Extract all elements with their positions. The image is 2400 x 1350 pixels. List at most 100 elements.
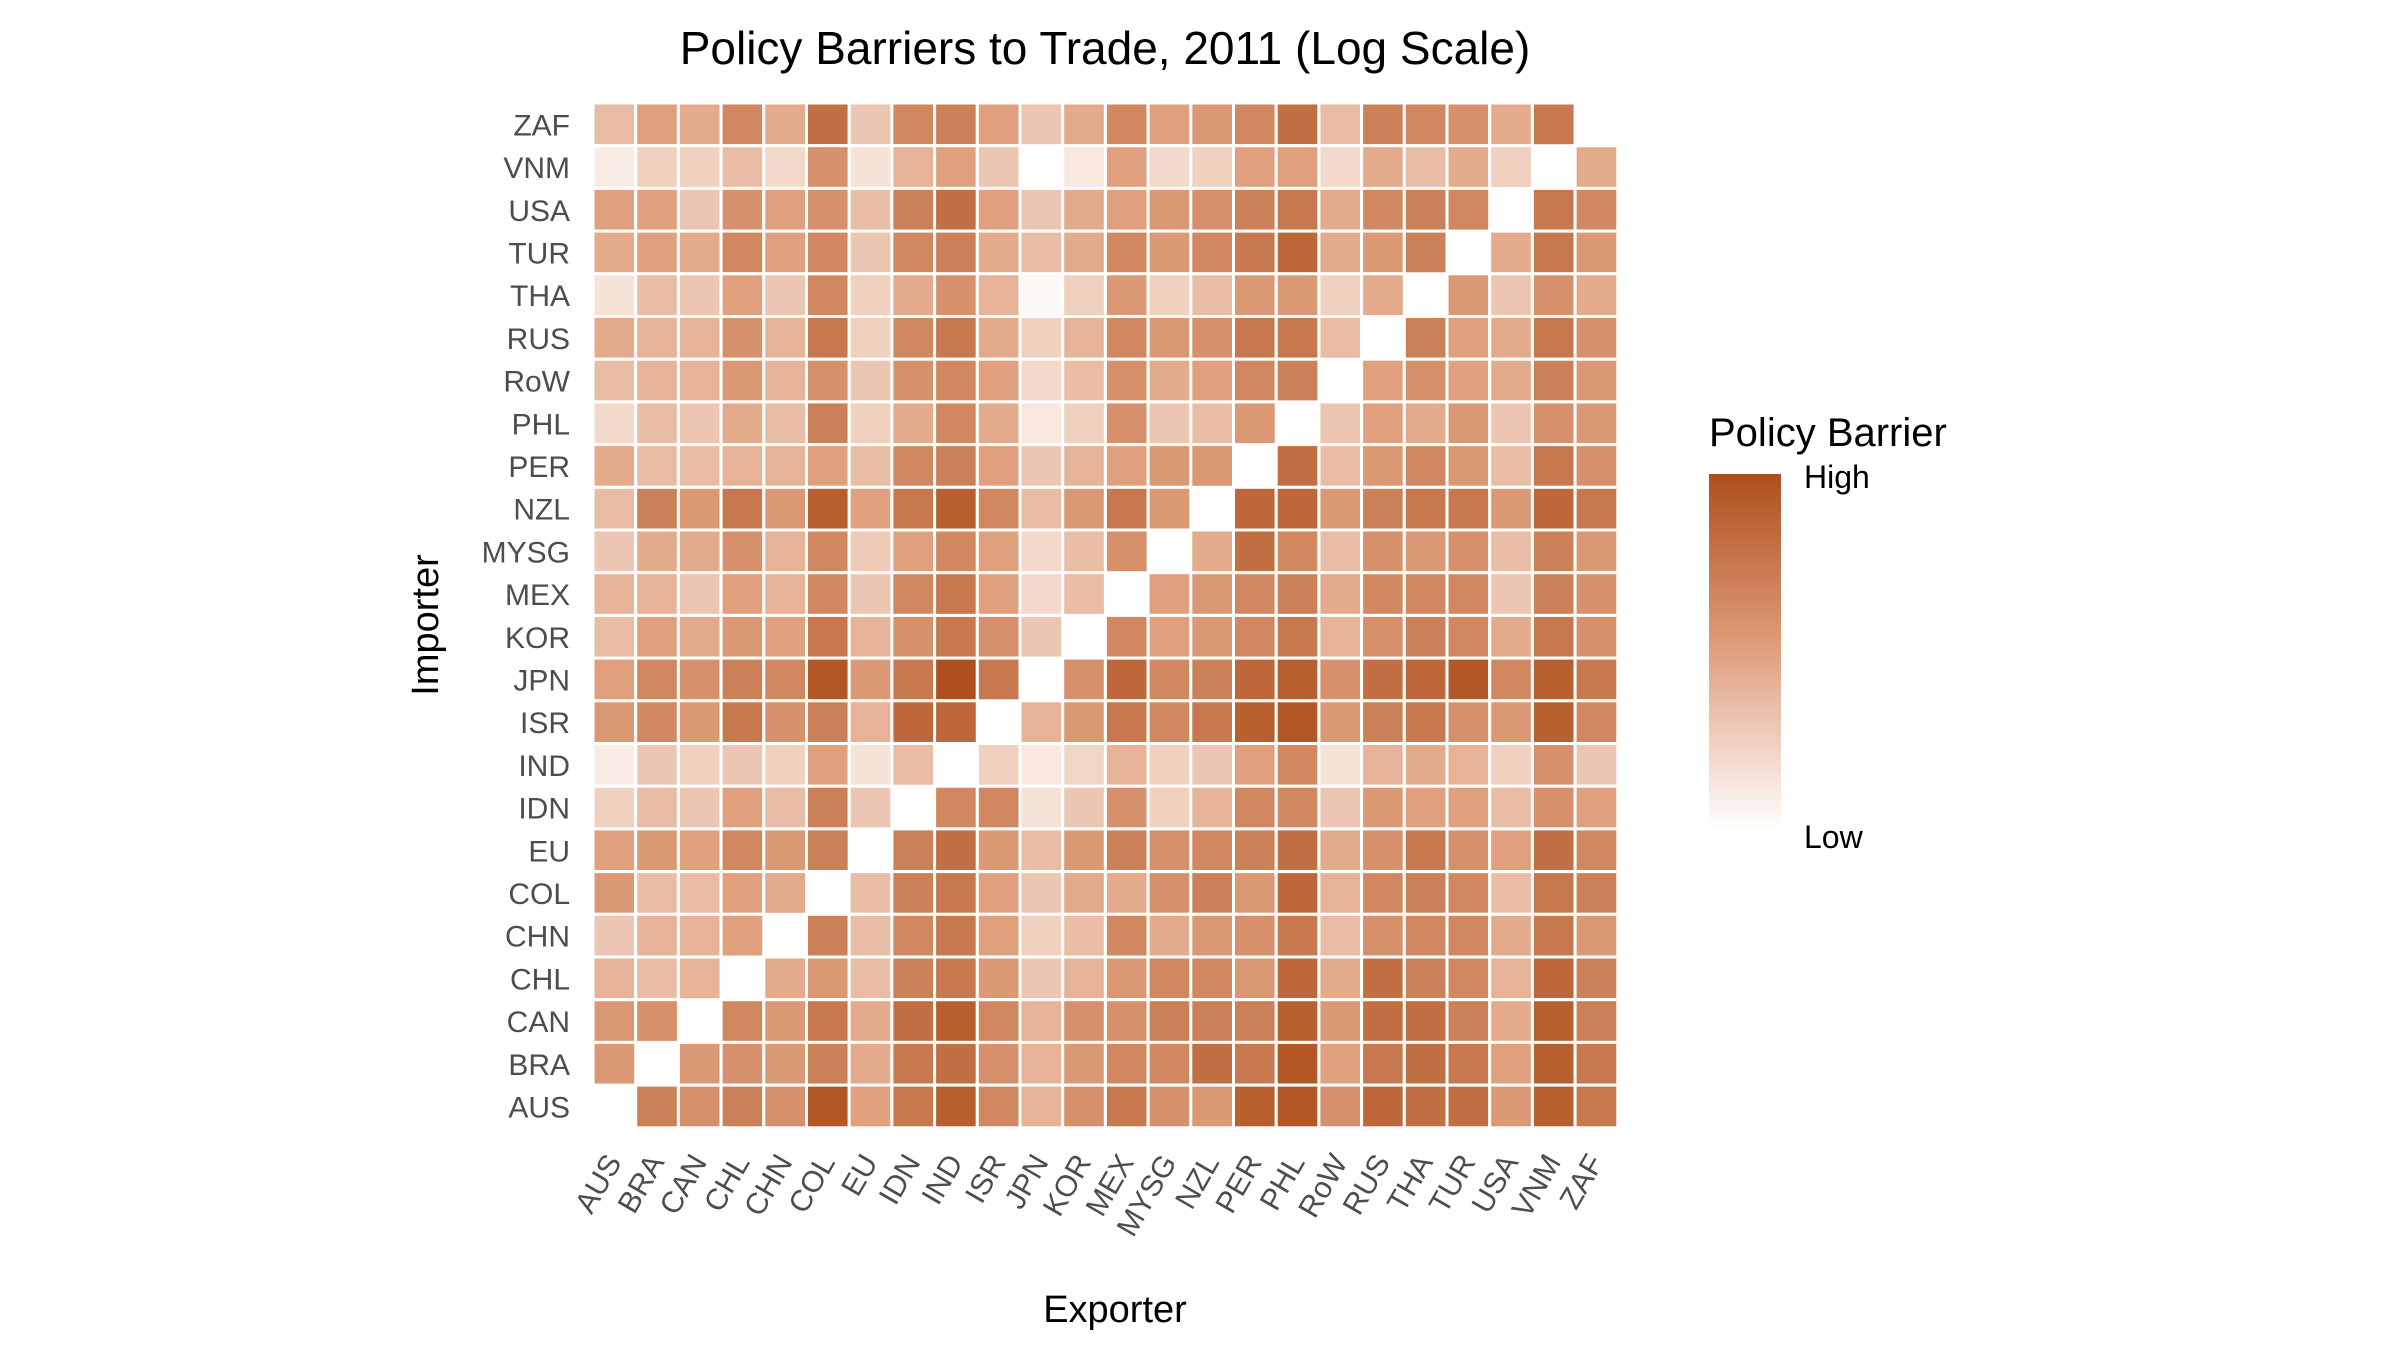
heatmap-cell-KOR-PER: [1232, 613, 1278, 660]
heatmap-cell-NZL-COL: [805, 485, 851, 532]
heatmap-cell-ZAF-MYSG: [1146, 101, 1193, 148]
heatmap-cell-THA-RoW: [1317, 272, 1364, 318]
heatmap-cell-KOR-EU: [847, 613, 894, 660]
heatmap-cell-THA-PHL: [1274, 272, 1321, 318]
y-tick-label: MYSG: [482, 536, 570, 569]
heatmap-cell-NZL-KOR: [1061, 485, 1107, 532]
y-tick-label: ISR: [520, 707, 570, 740]
heatmap-cell-PER-MYSG: [1146, 443, 1193, 489]
heatmap-cell-MYSG-PER: [1232, 528, 1278, 575]
heatmap-cell-ISR-KOR: [1061, 699, 1107, 745]
heatmap-cell-PER-EU: [847, 443, 894, 489]
heatmap-cell-RoW-JPN: [1018, 357, 1065, 404]
heatmap-cell-TUR-ISR: [975, 229, 1022, 276]
heatmap-cell-EU-MYSG: [1146, 827, 1193, 874]
heatmap-cell-BRA-KOR: [1061, 1040, 1107, 1087]
x-tick-label: CAN: [654, 1149, 714, 1220]
heatmap-cell-MEX-VNM: [1530, 571, 1577, 617]
heatmap-cell-ISR-CHL: [719, 699, 766, 745]
heatmap-cell-COL-PHL: [1274, 870, 1321, 916]
heatmap-cell-VNM-PER: [1232, 144, 1278, 190]
heatmap-cell-COL-EU: [847, 870, 894, 916]
chart-title: Policy Barriers to Trade, 2011 (Log Scal…: [680, 22, 1531, 74]
heatmap-cell-CHL-ZAF: [1573, 955, 1620, 1002]
heatmap-cell-AUS-NZL: [1189, 1083, 1236, 1130]
heatmap-cell-CHL-IND: [933, 955, 979, 1002]
heatmap-cell-ISR-TUR: [1445, 699, 1492, 745]
heatmap-cell-NZL-TUR: [1445, 485, 1492, 532]
heatmap-cell-EU-USA: [1488, 827, 1534, 874]
heatmap-cell-JPN-USA: [1488, 656, 1534, 703]
heatmap-cell-KOR-IND: [933, 613, 979, 660]
heatmap-cell-THA-ZAF: [1573, 272, 1620, 318]
heatmap-cell-AUS-TUR: [1445, 1083, 1492, 1130]
heatmap-cell-PHL-TUR: [1445, 400, 1492, 447]
heatmap-cell-THA-EU: [847, 272, 894, 318]
y-tick-label: RUS: [507, 323, 570, 356]
x-tick-label: CHN: [738, 1149, 799, 1222]
heatmap-cell-IND-CHN: [762, 742, 808, 788]
heatmap-cell-IND-RUS: [1360, 742, 1406, 788]
heatmap-cell-BRA-ISR: [975, 1040, 1022, 1087]
heatmap-cell-RUS-ZAF: [1573, 315, 1620, 361]
heatmap-cell-TUR-IDN: [890, 229, 937, 276]
heatmap-cell-RoW-PHL: [1274, 357, 1321, 404]
heatmap-cell-PHL-AUS: [591, 400, 638, 447]
heatmap-cell-JPN-COL: [805, 656, 851, 703]
heatmap-cell-CAN-PER: [1232, 998, 1278, 1044]
heatmap-cell-ZAF-NZL: [1189, 101, 1236, 148]
heatmap-cell-EU-COL: [805, 827, 851, 874]
heatmap-cell-VNM-ZAF: [1573, 144, 1620, 190]
heatmap-cell-CAN-KOR: [1061, 998, 1107, 1044]
heatmap-cell-RUS-CAN: [676, 315, 723, 361]
heatmap-cell-TUR-CAN: [676, 229, 723, 276]
heatmap-cell-IND-COL: [805, 742, 851, 788]
heatmap-cell-PER-ISR: [975, 443, 1022, 489]
heatmap-cell-CHN-THA: [1402, 912, 1449, 959]
heatmap-cell-IND-JPN: [1018, 742, 1065, 788]
heatmap-cell-CAN-IDN: [890, 998, 937, 1044]
heatmap-cell-IDN-MYSG: [1146, 784, 1193, 831]
heatmap-cell-VNM-MYSG: [1146, 144, 1193, 190]
heatmap-cell-THA-MYSG: [1146, 272, 1193, 318]
heatmap-cell-PHL-MEX: [1103, 400, 1150, 447]
heatmap-cell-VNM-THA: [1402, 144, 1449, 190]
heatmap-cell-ISR-CHN: [762, 699, 808, 745]
heatmap-cell-KOR-ZAF: [1573, 613, 1620, 660]
heatmap-cell-NZL-PHL: [1274, 485, 1321, 532]
heatmap-cell-PER-RoW: [1317, 443, 1364, 489]
heatmap-cell-ISR-MEX: [1103, 699, 1150, 745]
heatmap-cell-PER-BRA: [634, 443, 680, 489]
heatmap-cell-BRA-RUS: [1360, 1040, 1406, 1087]
heatmap-cell-ISR-ZAF: [1573, 699, 1620, 745]
heatmap-cell-BRA-THA: [1402, 1040, 1449, 1087]
heatmap-cell-MEX-CAN: [676, 571, 723, 617]
heatmap-cell-CHL-MYSG: [1146, 955, 1193, 1002]
y-tick-label: CHL: [510, 963, 570, 996]
heatmap-cell-CAN-CHL: [719, 998, 766, 1044]
heatmap-cell-EU-BRA: [634, 827, 680, 874]
heatmap-cell-RUS-MYSG: [1146, 315, 1193, 361]
heatmap-cell-CAN-EU: [847, 998, 894, 1044]
heatmap-cell-COL-CAN: [676, 870, 723, 916]
heatmap-cell-BRA-COL: [805, 1040, 851, 1087]
heatmap-cell-BRA-CAN: [676, 1040, 723, 1087]
heatmap-cell-COL-PER: [1232, 870, 1278, 916]
heatmap-cell-IND-MEX: [1103, 742, 1150, 788]
heatmap-cell-NZL-PER: [1232, 485, 1278, 532]
heatmap-cell-ZAF-VNM: [1530, 101, 1577, 148]
heatmap-cell-COL-AUS: [591, 870, 638, 916]
heatmap-cell-NZL-VNM: [1530, 485, 1577, 532]
heatmap-cell-NZL-THA: [1402, 485, 1449, 532]
heatmap-cell-MEX-RUS: [1360, 571, 1406, 617]
heatmap-cell-PHL-VNM: [1530, 400, 1577, 447]
heatmap-cell-MEX-IND: [933, 571, 979, 617]
heatmap-cell-CHN-ZAF: [1573, 912, 1620, 959]
heatmap-cell-CHN-COL: [805, 912, 851, 959]
heatmap-cell-MYSG-USA: [1488, 528, 1534, 575]
heatmap-cell-PHL-CHL: [719, 400, 766, 447]
heatmap-cell-JPN-MYSG: [1146, 656, 1193, 703]
heatmap-cell-TUR-NZL: [1189, 229, 1236, 276]
heatmap-cell-PER-NZL: [1189, 443, 1236, 489]
heatmap-cell-RUS-AUS: [591, 315, 638, 361]
